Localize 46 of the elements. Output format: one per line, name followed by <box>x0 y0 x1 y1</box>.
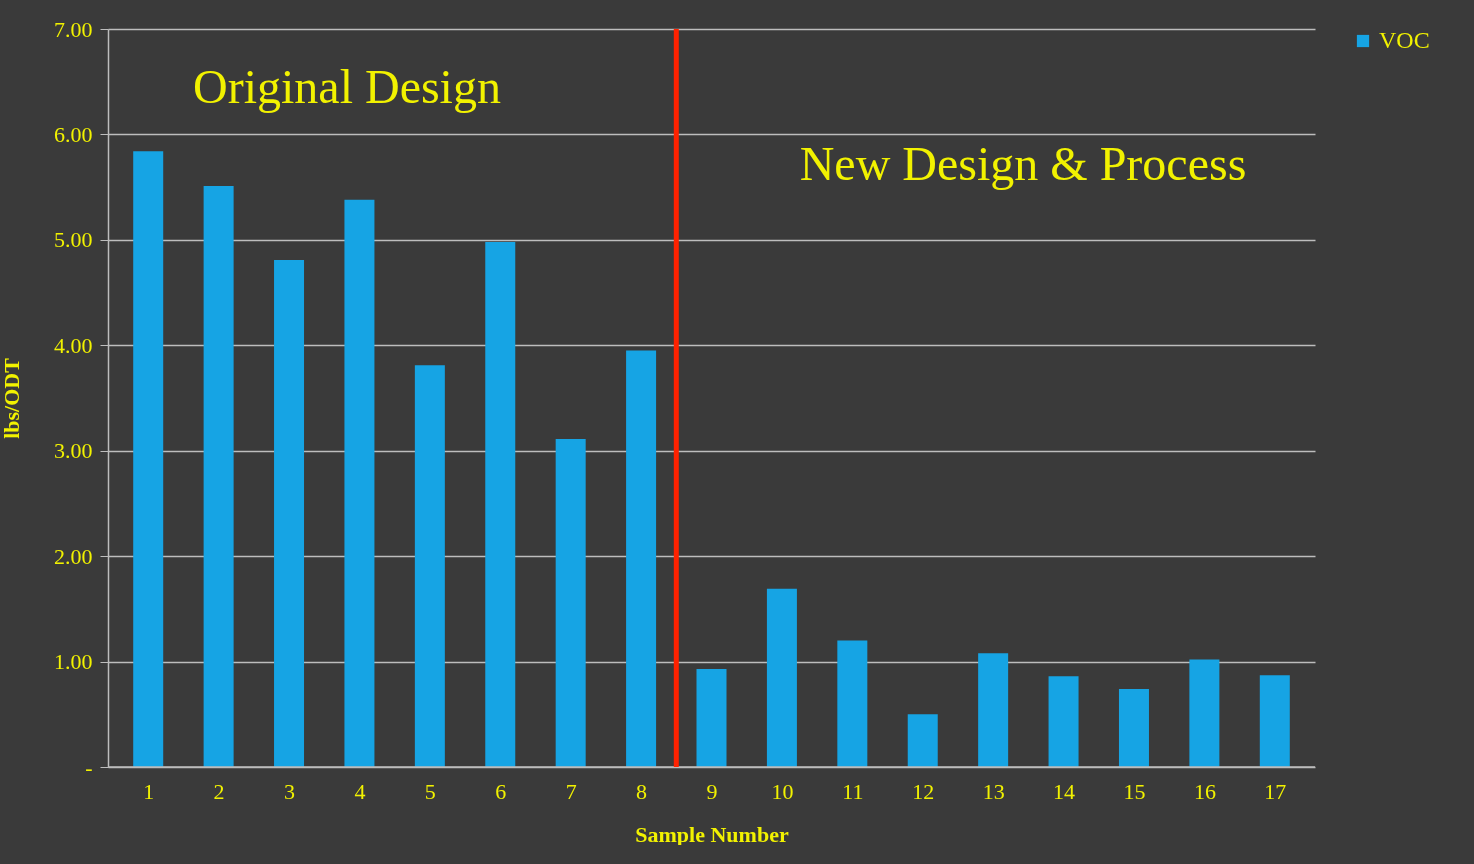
x-tick-label: 15 <box>1123 778 1146 804</box>
bar <box>1259 675 1290 767</box>
annotation: New Design & Process <box>799 137 1247 190</box>
annotation: Original Design <box>193 60 501 113</box>
x-tick-label: 12 <box>912 778 935 804</box>
bar <box>626 350 657 767</box>
y-tick-label: 2.00 <box>54 543 93 569</box>
y-tick-label: 3.00 <box>54 438 93 464</box>
y-tick-label: 4.00 <box>54 332 93 358</box>
x-tick-label: 6 <box>495 778 507 804</box>
x-tick-label: 8 <box>636 778 648 804</box>
y-tick-label: 5.00 <box>54 227 93 253</box>
y-tick-label: 6.00 <box>54 121 93 147</box>
legend-label: VOC <box>1379 27 1430 53</box>
bar <box>907 714 938 767</box>
bar <box>274 259 305 767</box>
x-tick-label: 3 <box>284 778 296 804</box>
bar <box>837 640 868 767</box>
bar <box>1189 659 1220 767</box>
x-tick-label: 2 <box>213 778 225 804</box>
bar <box>133 151 164 767</box>
x-tick-label: 7 <box>565 778 577 804</box>
x-tick-label: 17 <box>1264 778 1287 804</box>
bar <box>1118 688 1149 767</box>
bar <box>1048 676 1079 767</box>
x-tick-label: 10 <box>771 778 794 804</box>
bar <box>766 588 797 767</box>
bar <box>485 241 516 767</box>
y-tick-label: 7.00 <box>54 16 93 42</box>
x-tick-label: 13 <box>982 778 1005 804</box>
bar <box>414 365 445 767</box>
bar <box>696 668 727 767</box>
x-tick-label: 16 <box>1193 778 1216 804</box>
x-tick-label: 4 <box>354 778 366 804</box>
bar <box>344 199 375 767</box>
x-tick-label: 14 <box>1053 778 1076 804</box>
bar <box>203 186 234 767</box>
x-tick-label: 9 <box>706 778 718 804</box>
bar <box>555 439 586 767</box>
bar <box>978 653 1009 767</box>
y-axis-title: lbs/ODT <box>0 357 24 439</box>
x-tick-label: 1 <box>143 778 155 804</box>
y-tick-label: - <box>85 754 93 780</box>
y-tick-label: 1.00 <box>54 649 93 675</box>
x-tick-label: 11 <box>842 778 864 804</box>
x-tick-label: 5 <box>424 778 436 804</box>
